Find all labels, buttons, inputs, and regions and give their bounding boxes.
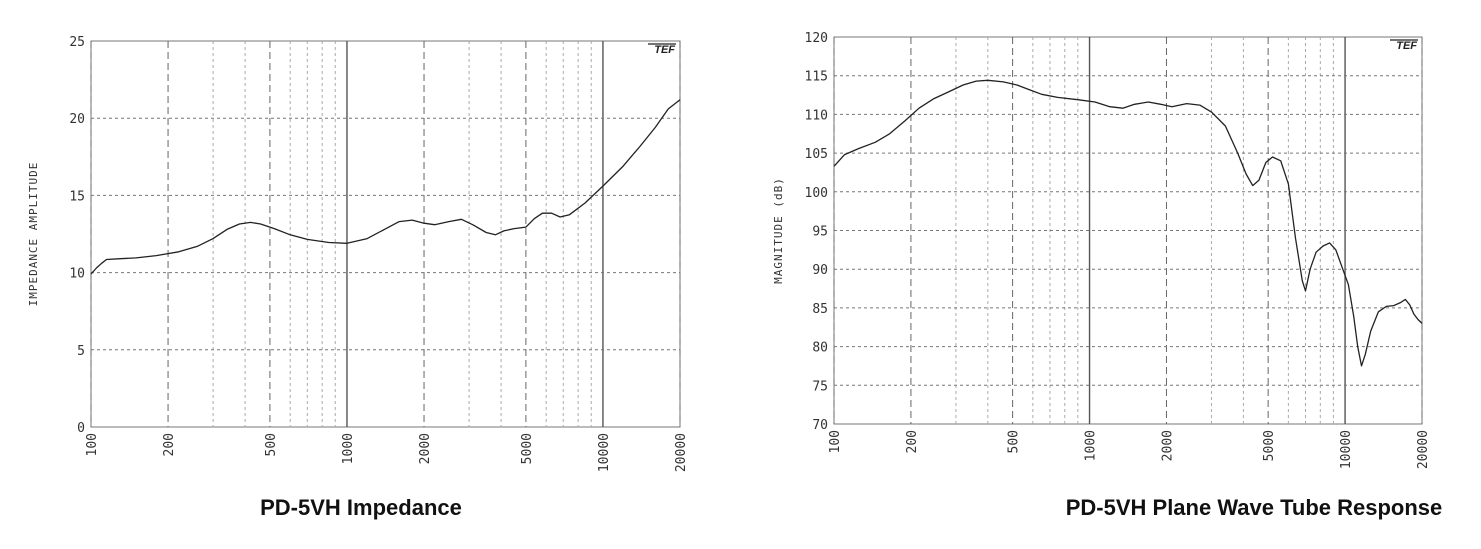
- impedance-x-tick-label: 5000: [520, 433, 535, 464]
- impedance-x-tick-label: 10000: [597, 433, 612, 472]
- response-x-tick-label: 2000: [1160, 430, 1175, 461]
- response-y-tick-label: 110: [805, 108, 828, 123]
- impedance-y-tick-label: 25: [69, 35, 85, 50]
- impedance-y-tick-label: 15: [69, 189, 85, 204]
- impedance-x-tick-label: 200: [162, 433, 177, 456]
- impedance-x-tick-label: 500: [264, 433, 279, 456]
- impedance-chart-panel: 100 200 500 1000 2000 5000 10000 20000 0 5 10 15 20 2…: [0, 0, 740, 549]
- response-y-tick-label: 100: [805, 186, 828, 201]
- response-y-tick-label: 105: [805, 147, 828, 162]
- response-tef-logo: TEF: [1396, 40, 1417, 52]
- impedance-series-line: [90, 99, 681, 275]
- response-x-tick-label: 10000: [1339, 430, 1354, 469]
- response-x-tick-label: 5000: [1262, 430, 1277, 461]
- response-chart: 100 200 500 1000 2000 5000 10000 20000 70 75 80 85 9…: [772, 31, 1431, 469]
- response-y-tick-label: 120: [805, 31, 828, 46]
- impedance-x-tick-label: 1000: [341, 433, 356, 464]
- response-x-tick-label: 20000: [1416, 430, 1431, 469]
- impedance-y-axis-label: IMPEDANCE AMPLITUDE: [27, 162, 40, 307]
- impedance-x-tick-label: 20000: [674, 433, 689, 472]
- response-y-axis-label: MAGNITUDE (dB): [772, 177, 785, 284]
- response-x-tick-label: 200: [905, 430, 920, 453]
- response-series-line: [833, 79, 1423, 367]
- response-y-tick-label: 80: [812, 341, 828, 356]
- response-x-tick-label: 1000: [1084, 430, 1099, 461]
- response-chart-panel: 100 200 500 1000 2000 5000 10000 20000 70 75 80 85 9…: [740, 0, 1481, 549]
- response-y-tick-label: 70: [812, 418, 828, 433]
- response-y-tick-label: 75: [812, 379, 828, 394]
- impedance-y-tick-label: 5: [77, 344, 85, 359]
- response-y-tick-label: 95: [812, 225, 828, 240]
- response-y-tick-label: 90: [812, 263, 828, 278]
- impedance-y-tick-label: 20: [69, 112, 85, 127]
- response-y-tick-label: 85: [812, 302, 828, 317]
- response-x-tick-label: 500: [1007, 430, 1022, 453]
- response-y-tick-label: 115: [805, 70, 828, 85]
- impedance-x-tick-label: 100: [85, 433, 100, 456]
- impedance-tef-logo: TEF: [654, 44, 675, 56]
- impedance-chart-title: PD-5VH Impedance: [260, 495, 462, 520]
- response-x-tick-label: 100: [828, 430, 843, 453]
- impedance-chart: 100 200 500 1000 2000 5000 10000 20000 0 5 10 15 20 2…: [27, 35, 689, 472]
- impedance-y-tick-label: 0: [77, 421, 85, 436]
- impedance-x-tick-label: 2000: [418, 433, 433, 464]
- impedance-y-tick-label: 10: [69, 267, 85, 282]
- response-chart-title: PD-5VH Plane Wave Tube Response: [1065, 495, 1443, 520]
